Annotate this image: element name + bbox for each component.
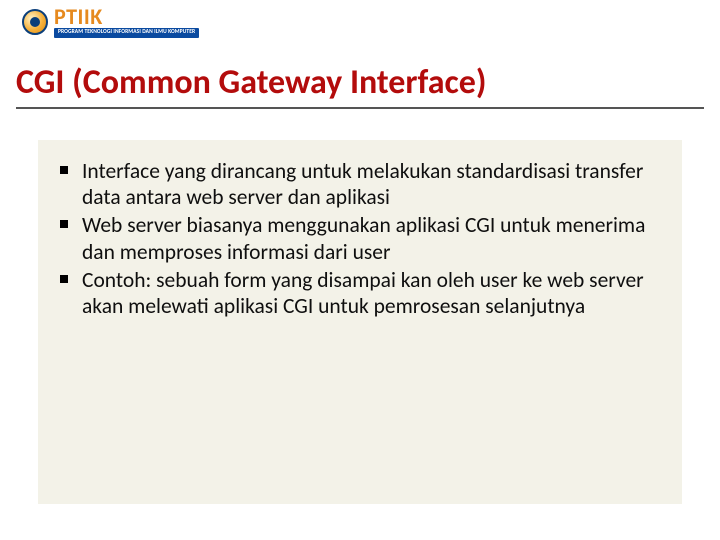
- slide-title: CGI (Common Gateway Interface): [16, 62, 704, 107]
- logo-text: PTIIK: [54, 6, 199, 28]
- bullet-list: Interface yang dirancang untuk melakukan…: [52, 158, 664, 319]
- logo-text-wrap: PTIIK PROGRAM TEKNOLOGI INFORMASI DAN IL…: [54, 6, 199, 38]
- slide-title-region: CGI (Common Gateway Interface): [0, 62, 720, 109]
- list-item: Interface yang dirancang untuk melakukan…: [52, 158, 664, 210]
- list-item: Contoh: sebuah form yang disampai kan ol…: [52, 267, 664, 319]
- list-item: Web server biasanya menggunakan aplikasi…: [52, 212, 664, 264]
- title-underline: [16, 107, 704, 109]
- logo-subtext: PROGRAM TEKNOLOGI INFORMASI DAN ILMU KOM…: [54, 28, 199, 38]
- content-panel: Interface yang dirancang untuk melakukan…: [38, 140, 682, 504]
- logo-seal-icon: [22, 9, 48, 35]
- logo: PTIIK PROGRAM TEKNOLOGI INFORMASI DAN IL…: [22, 6, 199, 38]
